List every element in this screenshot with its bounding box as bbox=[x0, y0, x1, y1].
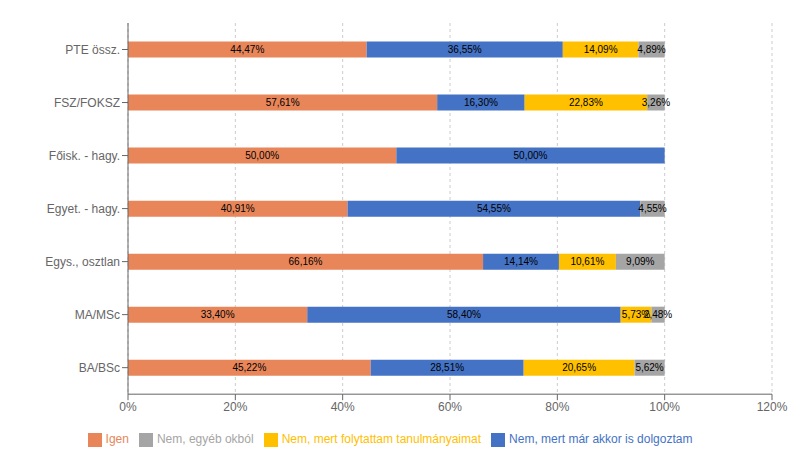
svg-text:80%: 80% bbox=[545, 400, 569, 414]
svg-text:16,30%: 16,30% bbox=[464, 97, 498, 108]
svg-text:4,55%: 4,55% bbox=[638, 203, 666, 214]
svg-text:100%: 100% bbox=[649, 400, 680, 414]
svg-text:5,73%: 5,73% bbox=[621, 309, 651, 321]
svg-text:22,83%: 22,83% bbox=[569, 97, 603, 108]
svg-text:BA/BSc: BA/BSc bbox=[79, 361, 120, 375]
svg-text:40%: 40% bbox=[331, 400, 355, 414]
svg-text:20%: 20% bbox=[223, 400, 247, 414]
html-text:Nem, egyéb okból: Nem, egyéb okból bbox=[156, 432, 254, 447]
svg-text:Főisk. - hagy.: Főisk. - hagy. bbox=[49, 149, 120, 163]
svg-text:Egys., osztlan: Egys., osztlan bbox=[45, 255, 120, 269]
svg-text:MA/MSc: MA/MSc bbox=[75, 308, 120, 322]
svg-text:28,51%: 28,51% bbox=[430, 362, 464, 373]
svg-text:10,61%: 10,61% bbox=[570, 256, 604, 267]
svg-text:66,16%: 66,16% bbox=[289, 256, 323, 267]
svg-text:33,40%: 33,40% bbox=[201, 309, 235, 320]
svg-text:60%: 60% bbox=[438, 400, 462, 414]
svg-text:45,22%: 45,22% bbox=[232, 362, 266, 373]
svg-text:50,00%: 50,00% bbox=[245, 150, 279, 161]
html-text:Nem, mert folytattam tanulmány: Nem, mert folytattam tanulmányaimat bbox=[281, 432, 481, 447]
svg-text:58,40%: 58,40% bbox=[447, 309, 481, 320]
svg-text:2,48%: 2,48% bbox=[644, 309, 672, 320]
svg-text:44,47%: 44,47% bbox=[230, 44, 264, 55]
svg-text:20,65%: 20,65% bbox=[562, 362, 596, 373]
svg-text:36,55%: 36,55% bbox=[448, 44, 482, 55]
svg-text:FSZ/FOKSZ: FSZ/FOKSZ bbox=[54, 96, 120, 110]
html-text:Nem, mert már akkor is dolgozt: Nem, mert már akkor is dolgoztam bbox=[509, 432, 693, 447]
svg-text:PTE össz.: PTE össz. bbox=[65, 43, 120, 57]
svg-text:9,09%: 9,09% bbox=[626, 256, 654, 267]
svg-text:40,91%: 40,91% bbox=[221, 203, 255, 214]
svg-text:14,14%: 14,14% bbox=[504, 256, 538, 267]
svg-text:57,61%: 57,61% bbox=[266, 97, 300, 108]
svg-text:50,00%: 50,00% bbox=[514, 150, 548, 161]
html-text:Igen: Igen bbox=[105, 432, 129, 447]
svg-text:120%: 120% bbox=[757, 400, 788, 414]
svg-text:Egyet. - hagy.: Egyet. - hagy. bbox=[47, 202, 120, 216]
svg-text:4,89%: 4,89% bbox=[637, 44, 665, 55]
svg-text:14,09%: 14,09% bbox=[584, 44, 618, 55]
svg-text:5,62%: 5,62% bbox=[635, 362, 663, 373]
svg-text:3,26%: 3,26% bbox=[642, 97, 670, 108]
svg-text:54,55%: 54,55% bbox=[477, 203, 511, 214]
svg-text:0%: 0% bbox=[119, 400, 137, 414]
